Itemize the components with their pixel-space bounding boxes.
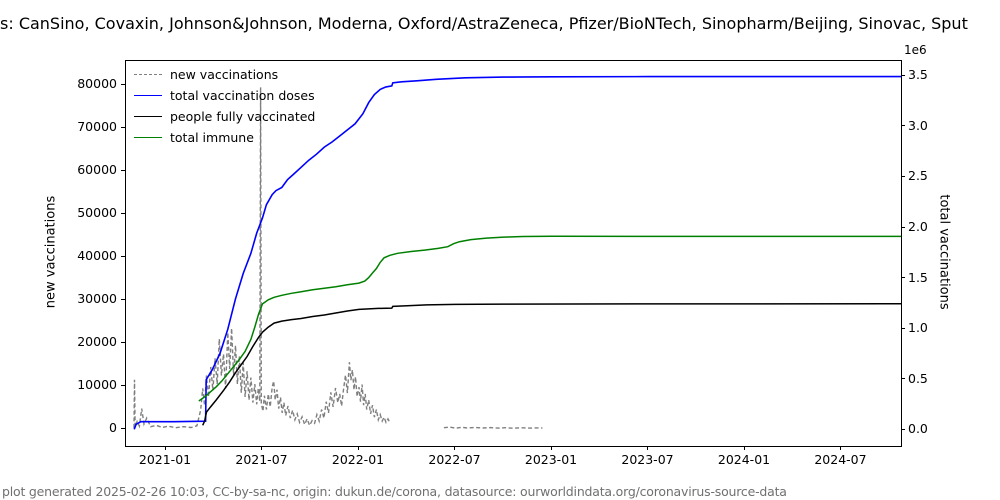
- x-tick-mark: [743, 446, 745, 450]
- series-line-total-immune: [198, 235, 901, 402]
- y-left-tick-label: 30000: [77, 291, 117, 307]
- x-tick-label: 2022-01: [331, 452, 385, 467]
- x-tick-mark: [454, 446, 455, 450]
- x-tick-label: 2023-07: [621, 452, 674, 467]
- legend-label: total immune: [170, 130, 254, 145]
- legend-line-sample-total-immune: [134, 137, 162, 138]
- legend-line-sample-total-vaccination-doses: [134, 95, 162, 96]
- y-right-tick-label: 3.0: [908, 117, 928, 133]
- legend-label: new vaccinations: [170, 67, 279, 82]
- y-right-tick-mark: [901, 175, 905, 177]
- y-left-tick-mark: [121, 298, 125, 300]
- y-left-tick-label: 0: [109, 420, 117, 436]
- legend-item-new-vaccinations: new vaccinations: [134, 66, 315, 83]
- x-tick-mark: [357, 446, 359, 450]
- series-line-total-vaccination-doses: [133, 75, 901, 430]
- x-tick-label: 2022-07: [428, 452, 481, 467]
- y-right-tick-label: 3.5: [908, 67, 928, 83]
- y-right-tick-mark: [901, 277, 905, 279]
- series-line-new-vaccinations: [133, 87, 391, 429]
- legend-line-sample-people-fully-vaccinated: [134, 116, 162, 117]
- y-left-tick-label: 80000: [77, 76, 117, 92]
- y-right-tick-label: 1.5: [908, 269, 928, 285]
- plot-area: new vaccinations total vaccination doses p…: [125, 60, 902, 447]
- legend-line-sample-new-vaccinations: [134, 74, 162, 75]
- y-right-tick-mark: [901, 125, 905, 127]
- x-tick-mark: [647, 446, 648, 450]
- footer-text: plot generated 2025-02-26 10:03, CC-by-s…: [2, 484, 787, 499]
- legend: new vaccinations total vaccination doses p…: [134, 66, 315, 146]
- legend-item-people-fully-vaccinated: people fully vaccinated: [134, 108, 315, 125]
- y-left-tick-mark: [121, 169, 125, 171]
- y-left-tick-mark: [121, 126, 125, 128]
- right-axis-multiplier: 1e6: [904, 43, 927, 57]
- plot-canvas: [133, 75, 901, 430]
- y-right-tick-mark: [901, 74, 905, 76]
- legend-item-total-immune: total immune: [134, 129, 315, 146]
- x-tick-label: 2021-07: [235, 452, 288, 467]
- y-left-tick-label: 20000: [77, 334, 117, 350]
- y-right-tick-label: 0.5: [908, 370, 928, 386]
- y-right-tick-mark: [901, 378, 905, 380]
- y-right-tick-mark: [901, 327, 905, 329]
- y-left-tick-label: 50000: [77, 205, 117, 221]
- y-left-tick-label: 60000: [77, 162, 117, 178]
- y-left-tick-mark: [121, 384, 125, 386]
- y-left-tick-mark: [121, 83, 125, 85]
- right-axis-label: total vaccinations: [936, 194, 952, 310]
- x-tick-mark: [550, 446, 552, 450]
- x-tick-label: 2024-07: [814, 452, 867, 467]
- y-right-tick-label: 2.5: [908, 168, 928, 184]
- y-right-tick-mark: [901, 428, 905, 430]
- y-right-tick-label: 0.0: [908, 421, 928, 437]
- legend-item-total-vaccination-doses: total vaccination doses: [134, 87, 315, 104]
- y-left-tick-mark: [121, 255, 125, 257]
- y-right-tick-label: 2.0: [908, 219, 928, 234]
- chart-title: s: CanSino, Covaxin, Johnson&Johnson, Mo…: [0, 14, 968, 33]
- y-left-tick-label: 70000: [77, 119, 117, 135]
- x-tick-mark: [164, 446, 166, 450]
- y-right-tick-label: 1.0: [908, 320, 928, 336]
- y-left-tick-mark: [121, 427, 125, 429]
- series-line-people-fully-vaccinated: [202, 303, 901, 426]
- x-tick-label: 2023-01: [524, 452, 578, 467]
- y-right-tick-mark: [901, 226, 905, 228]
- series-line-new-vaccinations: [443, 426, 543, 429]
- legend-label: total vaccination doses: [170, 88, 315, 103]
- x-tick-mark: [261, 446, 262, 450]
- y-left-tick-mark: [121, 212, 125, 214]
- y-left-tick-mark: [121, 341, 125, 343]
- legend-label: people fully vaccinated: [170, 109, 316, 124]
- y-left-tick-label: 10000: [77, 377, 117, 393]
- y-left-tick-label: 40000: [77, 248, 117, 264]
- x-tick-label: 2024-01: [717, 452, 771, 467]
- x-tick-label: 2021-01: [138, 452, 192, 467]
- x-tick-mark: [839, 446, 841, 450]
